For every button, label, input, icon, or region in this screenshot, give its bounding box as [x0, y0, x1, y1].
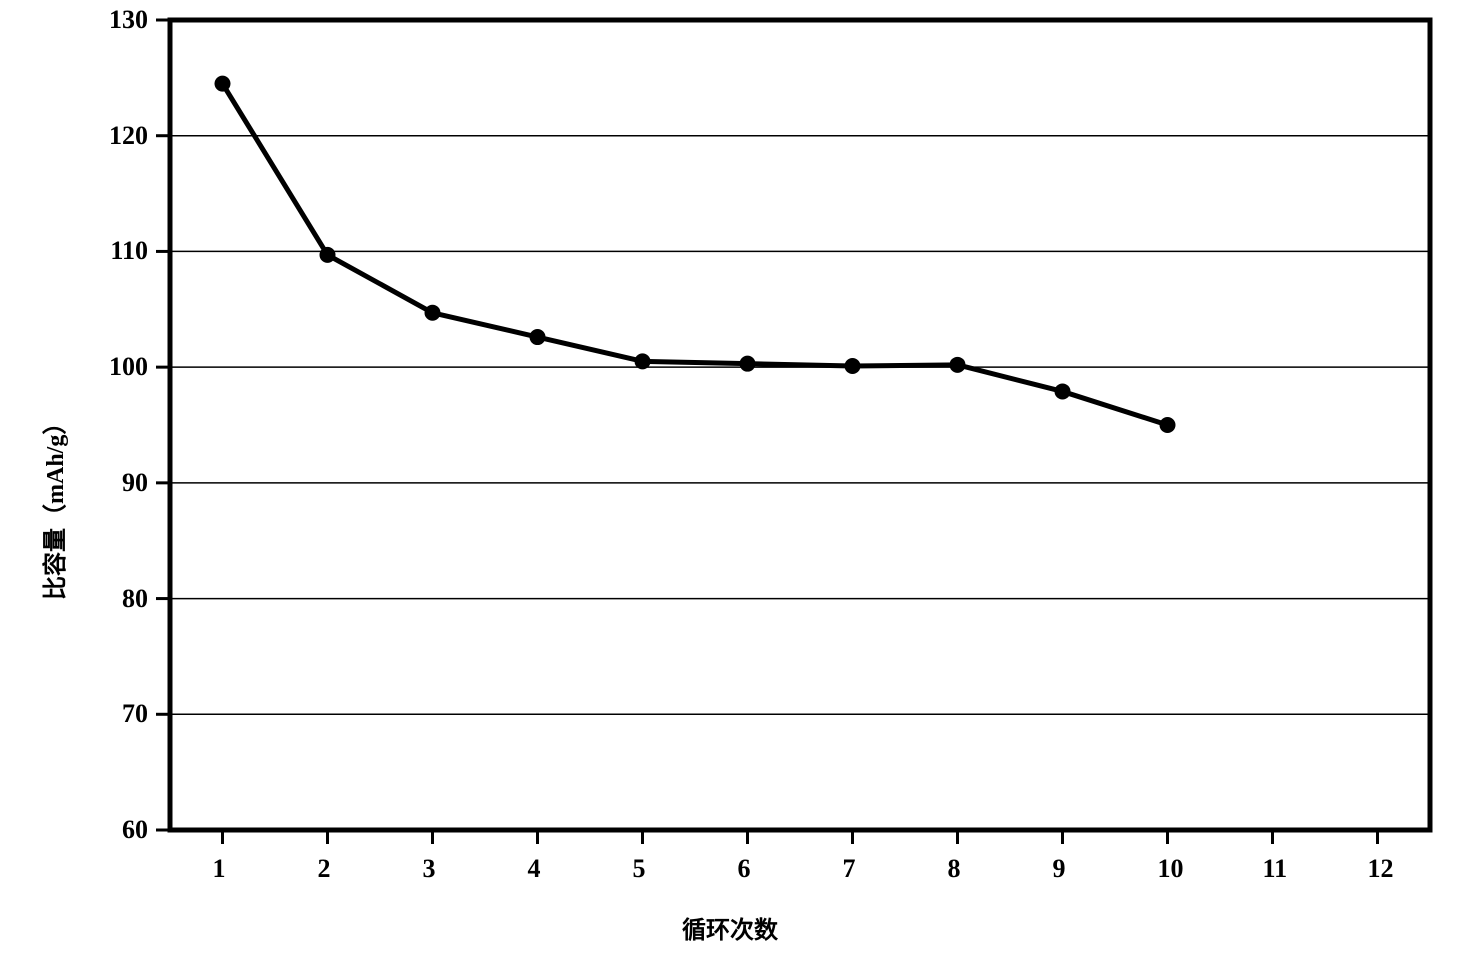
y-tick-label: 100	[109, 352, 148, 382]
x-tick-label: 4	[528, 854, 541, 884]
x-tick-label: 9	[1053, 854, 1066, 884]
chart-container: 比容量（mAh/g） 循环次数 123456789101112607080901…	[0, 0, 1461, 967]
x-tick-label: 5	[633, 854, 646, 884]
y-tick-label: 80	[122, 584, 148, 614]
y-tick-label: 130	[109, 5, 148, 35]
chart-svg	[0, 0, 1461, 967]
x-tick-label: 6	[738, 854, 751, 884]
x-axis-label: 循环次数	[682, 910, 778, 945]
y-tick-label: 110	[110, 236, 148, 266]
x-tick-label: 7	[843, 854, 856, 884]
y-tick-label: 90	[122, 468, 148, 498]
x-tick-label: 8	[948, 854, 961, 884]
x-tick-label: 2	[318, 854, 331, 884]
y-tick-label: 70	[122, 699, 148, 729]
x-tick-label: 12	[1368, 854, 1394, 884]
x-tick-label: 1	[213, 854, 226, 884]
y-axis-label: 比容量（mAh/g）	[35, 411, 70, 600]
y-tick-label: 60	[122, 815, 148, 845]
x-tick-label: 10	[1158, 854, 1184, 884]
y-tick-label: 120	[109, 121, 148, 151]
x-tick-label: 3	[423, 854, 436, 884]
x-tick-label: 11	[1263, 854, 1288, 884]
